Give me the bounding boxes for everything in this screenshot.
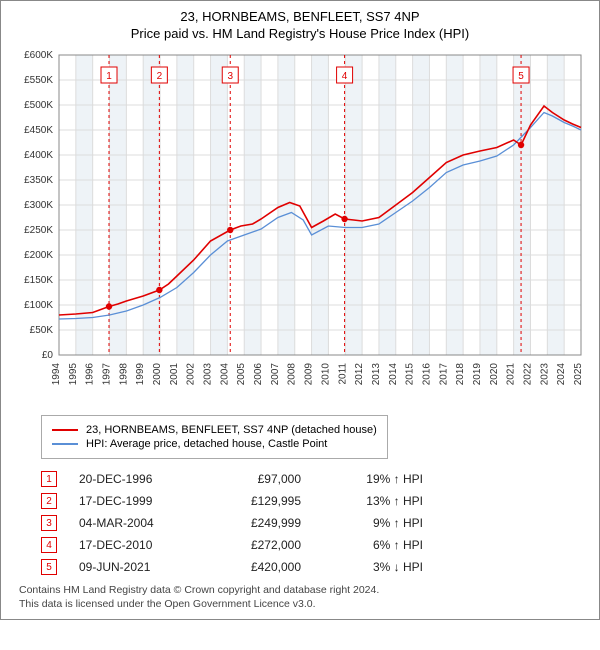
svg-text:£550K: £550K bbox=[24, 75, 53, 86]
data-attribution: Contains HM Land Registry data © Crown c… bbox=[19, 583, 589, 611]
event-marker: 4 bbox=[41, 537, 57, 553]
svg-text:1: 1 bbox=[106, 71, 112, 82]
event-price: £420,000 bbox=[211, 560, 301, 574]
event-date: 20-DEC-1996 bbox=[79, 472, 189, 486]
svg-text:2023: 2023 bbox=[539, 363, 550, 386]
svg-text:2018: 2018 bbox=[455, 363, 466, 386]
event-row: 2 17-DEC-1999 £129,995 13% ↑ HPI bbox=[41, 493, 589, 509]
event-price: £97,000 bbox=[211, 472, 301, 486]
event-hpi-delta: 19% ↑ HPI bbox=[323, 472, 423, 486]
svg-text:2011: 2011 bbox=[337, 363, 348, 385]
event-price: £272,000 bbox=[211, 538, 301, 552]
event-marker: 1 bbox=[41, 471, 57, 487]
svg-text:£450K: £450K bbox=[24, 125, 53, 136]
svg-text:2008: 2008 bbox=[287, 363, 298, 386]
event-date: 17-DEC-1999 bbox=[79, 494, 189, 508]
svg-text:3: 3 bbox=[227, 71, 233, 82]
svg-text:£0: £0 bbox=[42, 350, 54, 361]
page-container: 23, HORNBEAMS, BENFLEET, SS7 4NP Price p… bbox=[0, 0, 600, 620]
svg-text:2017: 2017 bbox=[438, 363, 449, 386]
svg-text:2006: 2006 bbox=[253, 363, 264, 386]
svg-text:2013: 2013 bbox=[371, 363, 382, 386]
event-date: 04-MAR-2004 bbox=[79, 516, 189, 530]
svg-text:£350K: £350K bbox=[24, 175, 53, 186]
svg-text:£150K: £150K bbox=[24, 275, 53, 286]
svg-text:2012: 2012 bbox=[354, 363, 365, 386]
svg-text:2019: 2019 bbox=[472, 363, 483, 386]
footer-line-2: This data is licensed under the Open Gov… bbox=[19, 597, 589, 611]
legend-row: 23, HORNBEAMS, BENFLEET, SS7 4NP (detach… bbox=[52, 424, 377, 436]
events-table: 1 20-DEC-1996 £97,000 19% ↑ HPI 2 17-DEC-1999… bbox=[41, 471, 589, 575]
price-chart: £0 £50K £100K £150K £200K £250K £300K £350K £400… bbox=[11, 47, 591, 407]
svg-text:2002: 2002 bbox=[186, 363, 197, 386]
svg-text:£400K: £400K bbox=[24, 150, 53, 161]
footer-line-1: Contains HM Land Registry data © Crown c… bbox=[19, 583, 589, 597]
address-title: 23, HORNBEAMS, BENFLEET, SS7 4NP bbox=[11, 9, 589, 24]
svg-text:£100K: £100K bbox=[24, 300, 53, 311]
svg-text:1995: 1995 bbox=[68, 363, 79, 386]
svg-text:1994: 1994 bbox=[51, 363, 62, 386]
svg-text:£250K: £250K bbox=[24, 225, 53, 236]
svg-text:2014: 2014 bbox=[388, 363, 399, 386]
svg-text:£200K: £200K bbox=[24, 250, 53, 261]
svg-text:2009: 2009 bbox=[304, 363, 315, 386]
event-price: £249,999 bbox=[211, 516, 301, 530]
chart-subtitle: Price paid vs. HM Land Registry's House … bbox=[11, 26, 589, 41]
event-row: 5 09-JUN-2021 £420,000 3% ↓ HPI bbox=[41, 559, 589, 575]
event-row: 1 20-DEC-1996 £97,000 19% ↑ HPI bbox=[41, 471, 589, 487]
svg-text:2010: 2010 bbox=[320, 363, 331, 386]
event-row: 3 04-MAR-2004 £249,999 9% ↑ HPI bbox=[41, 515, 589, 531]
legend: 23, HORNBEAMS, BENFLEET, SS7 4NP (detach… bbox=[41, 415, 388, 459]
svg-text:2024: 2024 bbox=[556, 363, 567, 386]
svg-text:1997: 1997 bbox=[102, 363, 113, 386]
chart-svg: £0 £50K £100K £150K £200K £250K £300K £350K £400… bbox=[11, 47, 591, 407]
event-price: £129,995 bbox=[211, 494, 301, 508]
svg-text:5: 5 bbox=[518, 71, 524, 82]
svg-text:1999: 1999 bbox=[135, 363, 146, 386]
svg-text:2005: 2005 bbox=[236, 363, 247, 386]
svg-text:4: 4 bbox=[342, 71, 348, 82]
svg-text:2020: 2020 bbox=[489, 363, 500, 386]
event-date: 09-JUN-2021 bbox=[79, 560, 189, 574]
event-date: 17-DEC-2010 bbox=[79, 538, 189, 552]
event-marker: 5 bbox=[41, 559, 57, 575]
legend-swatch bbox=[52, 429, 78, 431]
svg-text:2021: 2021 bbox=[506, 363, 517, 386]
event-marker: 3 bbox=[41, 515, 57, 531]
svg-text:£300K: £300K bbox=[24, 200, 53, 211]
event-hpi-delta: 9% ↑ HPI bbox=[323, 516, 423, 530]
svg-text:1998: 1998 bbox=[118, 363, 129, 386]
event-marker: 2 bbox=[41, 493, 57, 509]
legend-label: HPI: Average price, detached house, Cast… bbox=[86, 438, 327, 450]
svg-text:£500K: £500K bbox=[24, 100, 53, 111]
svg-text:1996: 1996 bbox=[85, 363, 96, 386]
svg-text:2025: 2025 bbox=[573, 363, 584, 386]
svg-text:2015: 2015 bbox=[405, 363, 416, 386]
svg-text:£600K: £600K bbox=[24, 50, 53, 61]
legend-label: 23, HORNBEAMS, BENFLEET, SS7 4NP (detach… bbox=[86, 424, 377, 436]
svg-text:2: 2 bbox=[157, 71, 163, 82]
svg-text:2001: 2001 bbox=[169, 363, 180, 386]
svg-text:2003: 2003 bbox=[203, 363, 214, 386]
event-hpi-delta: 6% ↑ HPI bbox=[323, 538, 423, 552]
event-hpi-delta: 3% ↓ HPI bbox=[323, 560, 423, 574]
legend-row: HPI: Average price, detached house, Cast… bbox=[52, 438, 377, 450]
legend-swatch bbox=[52, 443, 78, 445]
title-block: 23, HORNBEAMS, BENFLEET, SS7 4NP Price p… bbox=[11, 9, 589, 41]
event-hpi-delta: 13% ↑ HPI bbox=[323, 494, 423, 508]
svg-text:2004: 2004 bbox=[219, 363, 230, 386]
svg-text:£50K: £50K bbox=[30, 325, 54, 336]
svg-text:2022: 2022 bbox=[522, 363, 533, 386]
svg-text:2007: 2007 bbox=[270, 363, 281, 386]
event-row: 4 17-DEC-2010 £272,000 6% ↑ HPI bbox=[41, 537, 589, 553]
svg-text:2000: 2000 bbox=[152, 363, 163, 386]
svg-text:2016: 2016 bbox=[421, 363, 432, 386]
